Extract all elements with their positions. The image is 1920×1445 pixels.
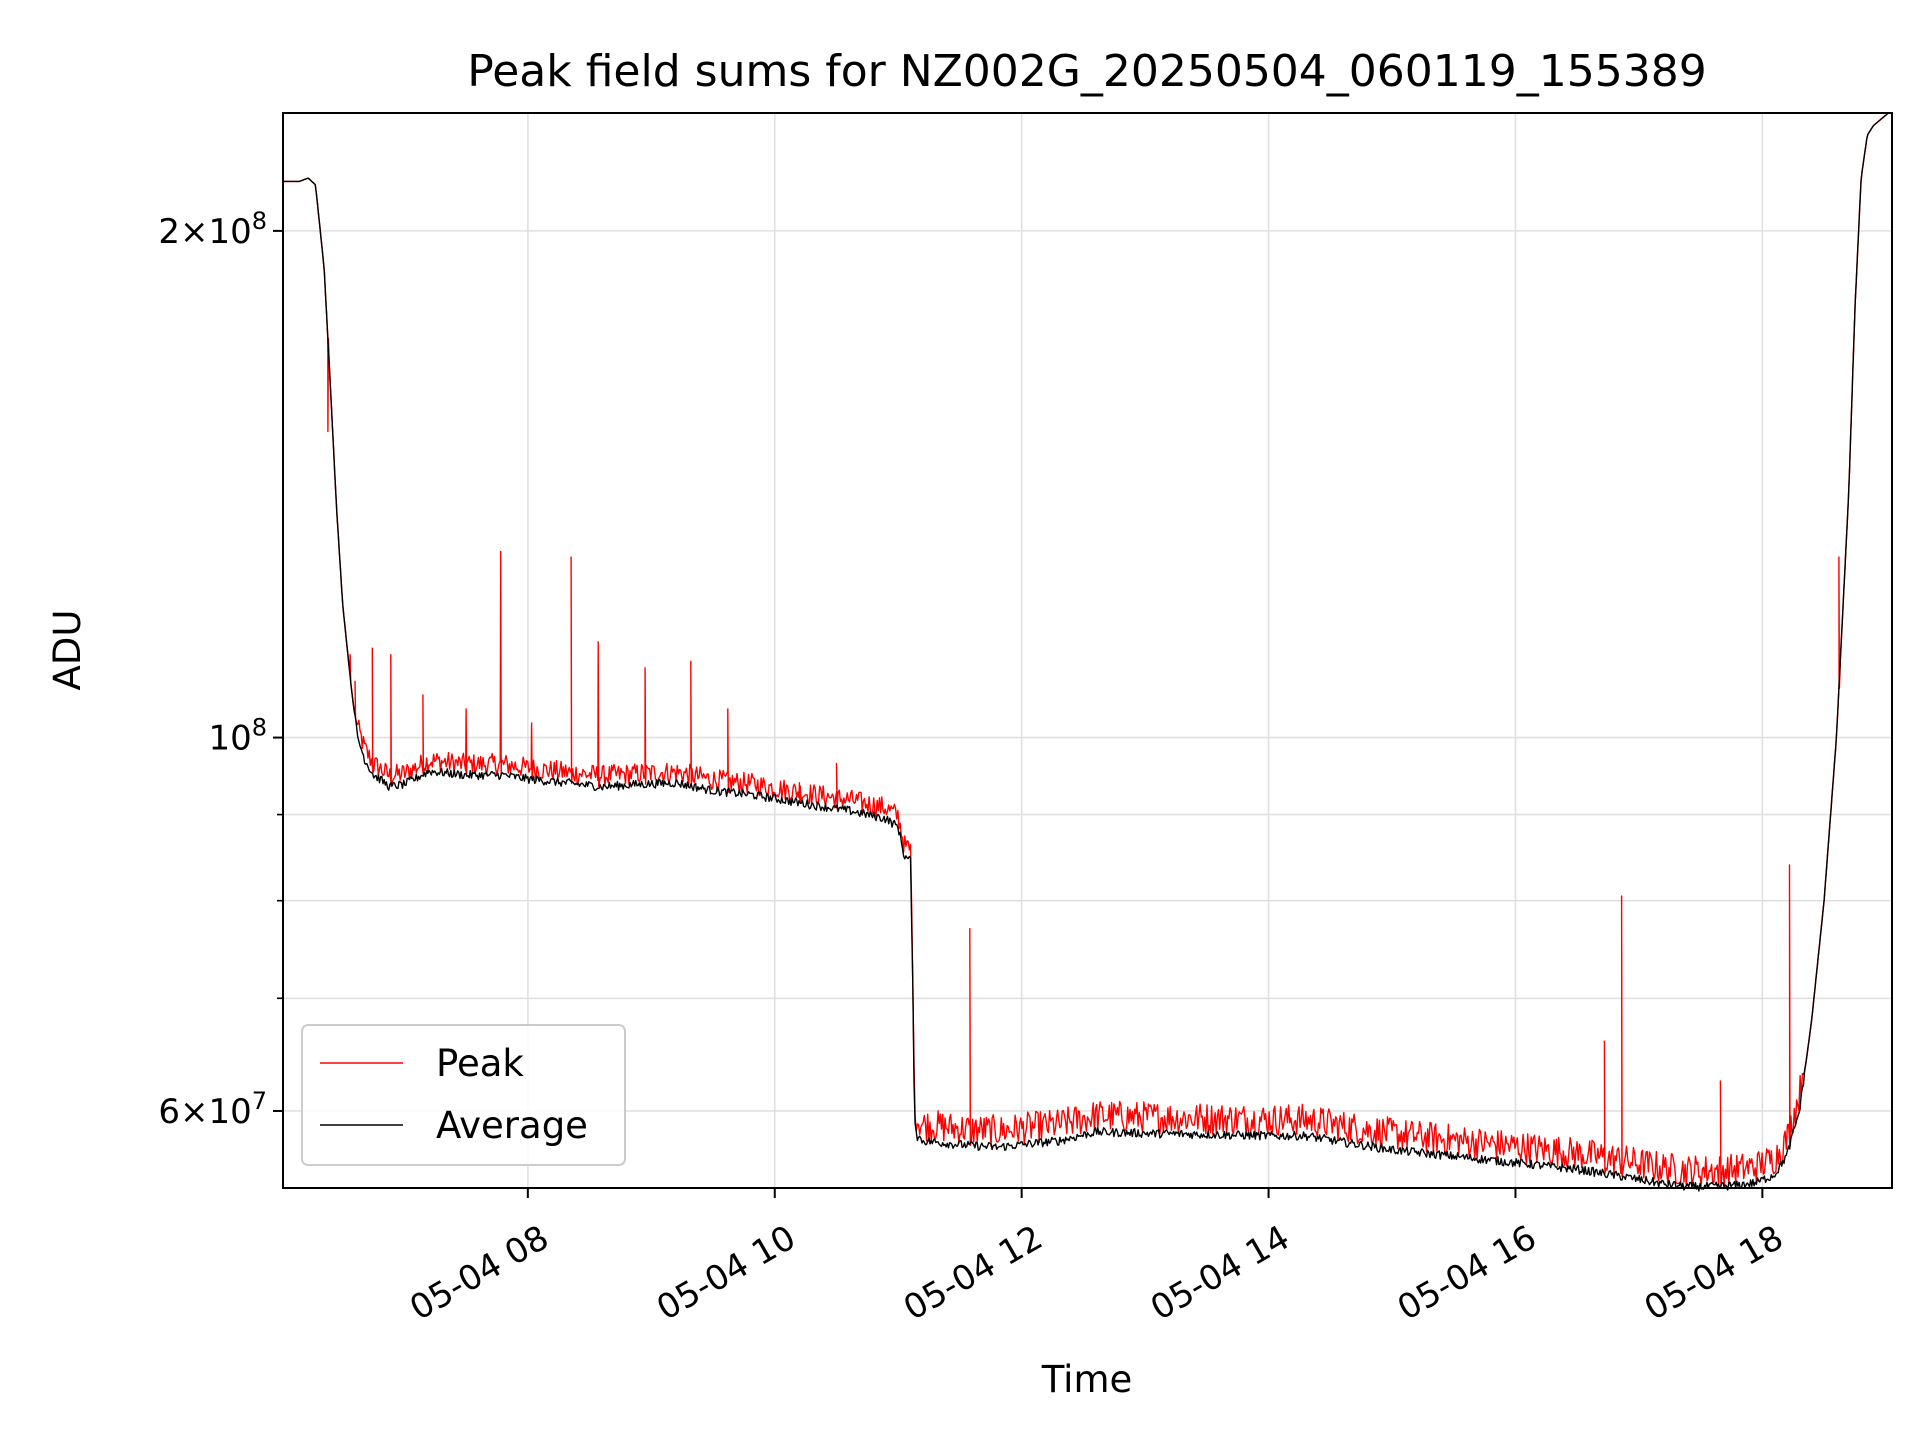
series-layer (283, 112, 1892, 1192)
legend-label-peak: Peak (436, 1042, 524, 1085)
y-tick-label: 6×107 (158, 1087, 267, 1132)
chart-title: Peak field sums for NZ002G_20250504_0601… (467, 46, 1706, 97)
legend-box (301, 1024, 626, 1166)
series-peak-line (283, 112, 1892, 1188)
y-axis-ticks: 6×107 108 2×108 (158, 207, 283, 1132)
series-average-line (283, 112, 1892, 1192)
legend: Peak Average (301, 1024, 626, 1166)
x-axis-label: Time (1041, 1358, 1133, 1401)
y-tick-label: 108 (208, 714, 267, 759)
plot-area-frame (282, 112, 1893, 1189)
legend-label-average: Average (436, 1104, 588, 1147)
y-tick-label: 2×108 (158, 207, 267, 252)
y-axis-label: ADU (46, 610, 89, 691)
